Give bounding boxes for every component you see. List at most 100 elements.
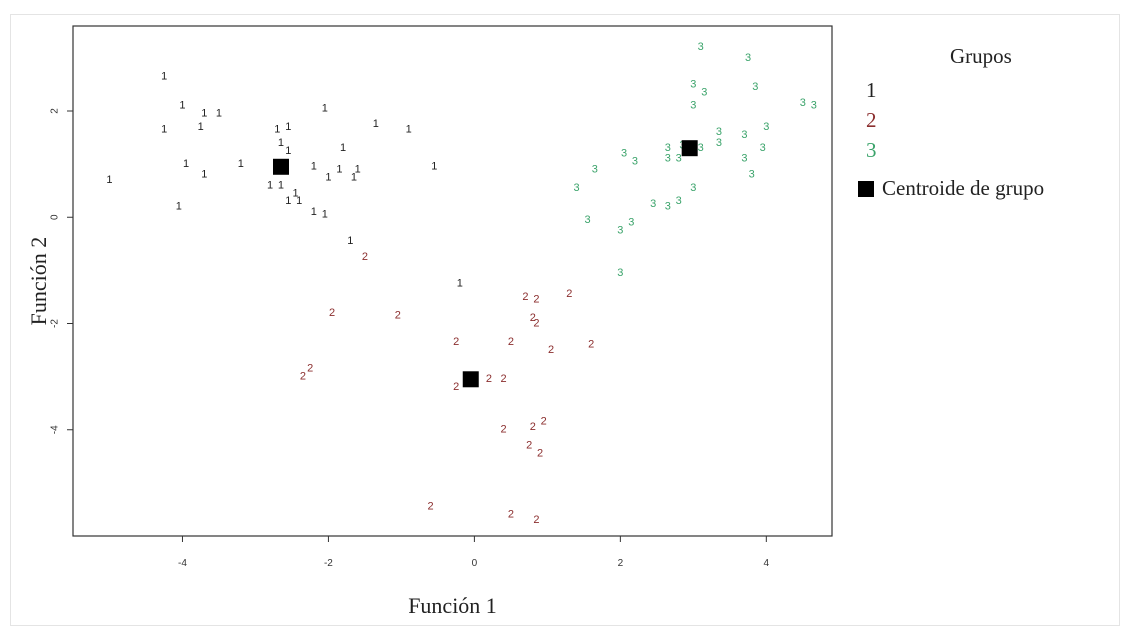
point-group-1: 1 (285, 145, 291, 157)
point-group-3: 3 (716, 137, 722, 149)
legend-entry-group-3: 3 (866, 138, 877, 162)
point-group-3: 3 (752, 81, 758, 93)
point-group-1: 1 (406, 124, 412, 136)
point-group-1: 1 (278, 179, 284, 191)
point-group-1: 1 (336, 163, 342, 175)
legend-title: Grupos (950, 44, 1012, 68)
point-group-1: 1 (216, 108, 222, 120)
point-group-1: 1 (176, 201, 182, 213)
x-tick-label: 4 (764, 558, 770, 569)
centroid-group-2 (462, 371, 479, 388)
point-group-1: 1 (201, 108, 207, 120)
point-group-3: 3 (716, 126, 722, 138)
point-group-2: 2 (533, 514, 539, 526)
point-group-1: 1 (311, 206, 317, 218)
x-tick-label: 0 (472, 558, 478, 569)
point-group-2: 2 (453, 336, 459, 348)
point-group-2: 2 (508, 509, 514, 521)
point-group-3: 3 (617, 267, 623, 279)
point-group-2: 2 (537, 448, 543, 460)
x-tick-label: 2 (618, 558, 624, 569)
point-group-1: 1 (373, 118, 379, 130)
point-group-2: 2 (501, 424, 507, 436)
point-group-3: 3 (690, 78, 696, 90)
point-group-3: 3 (665, 201, 671, 213)
legend-centroid-label: Centroide de grupo (882, 176, 1045, 200)
point-group-2: 2 (329, 307, 335, 319)
point-group-2: 2 (588, 339, 594, 351)
plot-area (72, 25, 833, 537)
point-group-3: 3 (760, 142, 766, 154)
centroid-group-1 (272, 158, 289, 175)
point-group-3: 3 (749, 169, 755, 181)
point-group-2: 2 (548, 344, 554, 356)
point-group-1: 1 (322, 209, 328, 221)
point-group-3: 3 (690, 182, 696, 194)
point-group-1: 1 (296, 195, 302, 207)
point-group-2: 2 (486, 373, 492, 385)
point-group-1: 1 (431, 161, 437, 173)
point-group-2: 2 (508, 336, 514, 348)
point-group-2: 2 (300, 371, 306, 383)
point-group-2: 2 (362, 251, 368, 263)
point-group-3: 3 (628, 216, 634, 228)
point-group-1: 1 (274, 124, 280, 136)
point-group-3: 3 (800, 97, 806, 109)
point-group-1: 1 (285, 195, 291, 207)
point-group-1: 1 (457, 278, 463, 290)
point-group-1: 1 (161, 70, 167, 82)
point-group-1: 1 (201, 169, 207, 181)
point-group-3: 3 (584, 214, 590, 226)
point-group-3: 3 (811, 100, 817, 112)
point-group-3: 3 (676, 153, 682, 165)
point-group-1: 1 (106, 174, 112, 186)
point-group-1: 1 (161, 124, 167, 136)
point-group-1: 1 (322, 102, 328, 114)
point-group-3: 3 (701, 86, 707, 98)
x-tick-label: -4 (178, 558, 187, 569)
y-tick-label: 0 (50, 214, 61, 220)
point-group-3: 3 (617, 224, 623, 236)
legend-entry-group-2: 2 (866, 108, 877, 132)
point-group-1: 1 (347, 235, 353, 247)
point-group-1: 1 (278, 137, 284, 149)
point-group-3: 3 (676, 195, 682, 207)
point-group-3: 3 (741, 153, 747, 165)
point-group-3: 3 (698, 142, 704, 154)
point-group-1: 1 (198, 121, 204, 133)
legend-entry-centroid: Centroide de grupo (858, 176, 1044, 201)
centroid-group-3 (681, 140, 698, 157)
y-tick-label: -4 (50, 425, 61, 434)
point-group-1: 1 (351, 171, 357, 183)
legend-entry-group-1: 1 (866, 78, 877, 102)
point-group-3: 3 (632, 155, 638, 167)
x-axis-title: Función 1 (408, 593, 497, 618)
point-group-1: 1 (238, 158, 244, 170)
point-group-1: 1 (311, 161, 317, 173)
point-group-3: 3 (745, 52, 751, 64)
y-axis-title: Función 2 (26, 237, 51, 326)
point-group-3: 3 (592, 163, 598, 175)
point-group-3: 3 (698, 41, 704, 53)
point-group-3: 3 (574, 182, 580, 194)
point-group-2: 2 (526, 440, 532, 452)
point-group-2: 2 (533, 317, 539, 329)
x-tick-label: -2 (324, 558, 333, 569)
y-tick-label: 2 (50, 108, 61, 114)
figure-frame (10, 14, 1120, 626)
point-group-2: 2 (307, 363, 313, 375)
point-group-1: 1 (267, 179, 273, 191)
point-group-1: 1 (325, 171, 331, 183)
point-group-2: 2 (530, 421, 536, 433)
y-tick-label: -2 (50, 319, 61, 328)
point-group-1: 1 (355, 163, 361, 175)
point-group-1: 1 (293, 187, 299, 199)
point-group-1: 1 (179, 100, 185, 112)
point-group-2: 2 (541, 416, 547, 428)
point-group-1: 1 (183, 158, 189, 170)
point-group-1: 1 (285, 121, 291, 133)
point-group-2: 2 (566, 288, 572, 300)
point-group-3: 3 (690, 100, 696, 112)
centroid-square-icon (858, 180, 874, 197)
